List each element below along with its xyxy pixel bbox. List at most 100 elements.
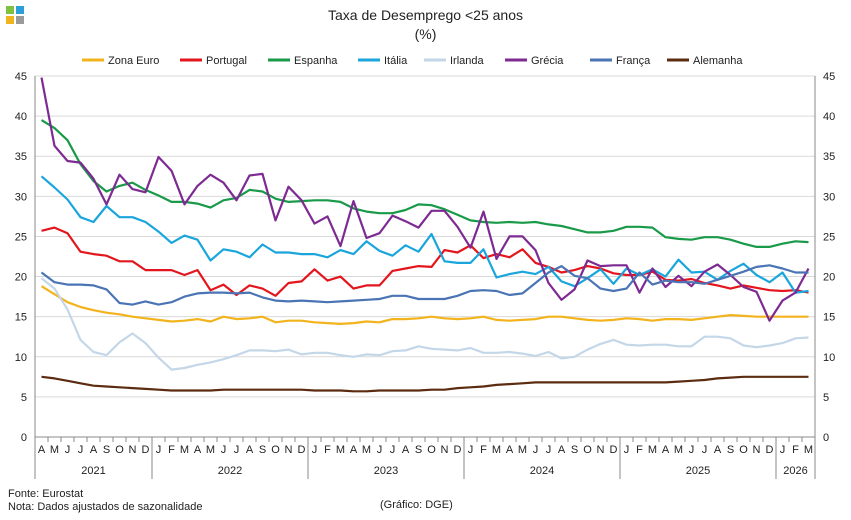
month-label: D <box>142 444 150 456</box>
month-label: F <box>636 444 643 456</box>
month-label: S <box>727 444 734 456</box>
legend-label: Itália <box>384 55 408 67</box>
y-tick-label-right: 40 <box>823 111 835 123</box>
month-label: J <box>312 444 318 456</box>
y-tick-label-right: 20 <box>823 272 835 284</box>
year-label: 2025 <box>686 465 710 477</box>
legend-label: Espanha <box>294 55 338 67</box>
y-tick-label-left: 40 <box>15 111 27 123</box>
logo-square-yellow <box>6 16 14 24</box>
credit-note: (Gráfico: DGE) <box>380 499 453 511</box>
series-line-alemanha <box>41 375 809 393</box>
month-label: M <box>492 444 501 456</box>
month-label: O <box>271 444 280 456</box>
y-tick-label-left: 15 <box>15 312 27 324</box>
month-label: M <box>804 444 813 456</box>
month-label: J <box>390 444 396 456</box>
month-label: D <box>298 444 306 456</box>
month-label: N <box>441 444 449 456</box>
y-tick-label-right: 25 <box>823 231 835 243</box>
month-label: N <box>129 444 137 456</box>
month-label: J <box>221 444 227 456</box>
month-label: J <box>78 444 84 456</box>
month-label: A <box>402 444 410 456</box>
y-tick-label-right: 10 <box>823 352 835 364</box>
month-label: O <box>583 444 592 456</box>
logo-square-grey <box>16 16 24 24</box>
month-label: A <box>38 444 46 456</box>
month-label: J <box>546 444 552 456</box>
month-label: J <box>234 444 240 456</box>
month-label: J <box>65 444 71 456</box>
y-tick-label-left: 0 <box>21 432 27 444</box>
month-label: A <box>350 444 358 456</box>
legend-label: Irlanda <box>450 55 485 67</box>
month-label: O <box>427 444 436 456</box>
month-label: M <box>206 444 215 456</box>
adjustment-note: Nota: Dados ajustados de sazonalidade <box>8 501 203 513</box>
month-label: A <box>558 444 566 456</box>
series-line-it-lia <box>40 175 809 294</box>
series-line-irlanda <box>40 277 809 371</box>
month-label: D <box>610 444 618 456</box>
logo-square-green <box>6 6 14 14</box>
month-label: A <box>246 444 254 456</box>
y-tick-label-left: 25 <box>15 231 27 243</box>
month-label: S <box>415 444 422 456</box>
month-label: F <box>480 444 487 456</box>
chart-title: Taxa de Desemprego <25 anos <box>328 7 523 23</box>
month-label: A <box>506 444 514 456</box>
y-tick-label-right: 15 <box>823 312 835 324</box>
month-label: M <box>648 444 657 456</box>
month-label: F <box>324 444 331 456</box>
year-label: 2024 <box>530 465 554 477</box>
series-line-zona-euro <box>40 285 809 325</box>
y-tick-label-left: 5 <box>21 392 27 404</box>
year-label: 2023 <box>374 465 398 477</box>
month-label: M <box>180 444 189 456</box>
y-tick-label-right: 35 <box>823 151 835 163</box>
y-tick-label-right: 5 <box>823 392 829 404</box>
month-label: D <box>454 444 462 456</box>
y-tick-label-left: 20 <box>15 272 27 284</box>
month-label: M <box>362 444 371 456</box>
month-label: N <box>285 444 293 456</box>
legend-label: França <box>616 55 651 67</box>
month-label: N <box>597 444 605 456</box>
chart-subtitle: (%) <box>414 26 437 42</box>
month-label: F <box>168 444 175 456</box>
legend-label: Portugal <box>206 55 247 67</box>
legend-label: Grécia <box>531 55 564 67</box>
source-note: Fonte: Eurostat <box>8 488 84 500</box>
month-label: J <box>624 444 630 456</box>
month-label: M <box>336 444 345 456</box>
legend-label: Zona Euro <box>108 55 159 67</box>
month-label: J <box>780 444 786 456</box>
month-label: M <box>50 444 59 456</box>
y-tick-label-left: 45 <box>15 71 27 83</box>
y-tick-label-right: 45 <box>823 71 835 83</box>
series-line-gr-cia <box>40 77 810 322</box>
series-line-fran-a <box>40 264 809 306</box>
y-tick-label-right: 0 <box>823 432 829 444</box>
month-label: O <box>739 444 748 456</box>
year-label: 2022 <box>218 465 242 477</box>
y-tick-label-right: 30 <box>823 191 835 203</box>
month-label: M <box>674 444 683 456</box>
logo-square-blue <box>16 6 24 14</box>
legend-label: Alemanha <box>693 55 743 67</box>
series-line-portugal <box>41 226 809 297</box>
month-label: J <box>689 444 695 456</box>
month-label: A <box>662 444 670 456</box>
month-label: M <box>518 444 527 456</box>
month-label: J <box>533 444 539 456</box>
year-label: 2026 <box>783 465 807 477</box>
y-tick-label-left: 10 <box>15 352 27 364</box>
month-label: F <box>792 444 799 456</box>
month-label: A <box>194 444 202 456</box>
month-label: N <box>753 444 761 456</box>
month-label: O <box>115 444 124 456</box>
month-label: D <box>766 444 774 456</box>
year-label: 2021 <box>81 465 105 477</box>
